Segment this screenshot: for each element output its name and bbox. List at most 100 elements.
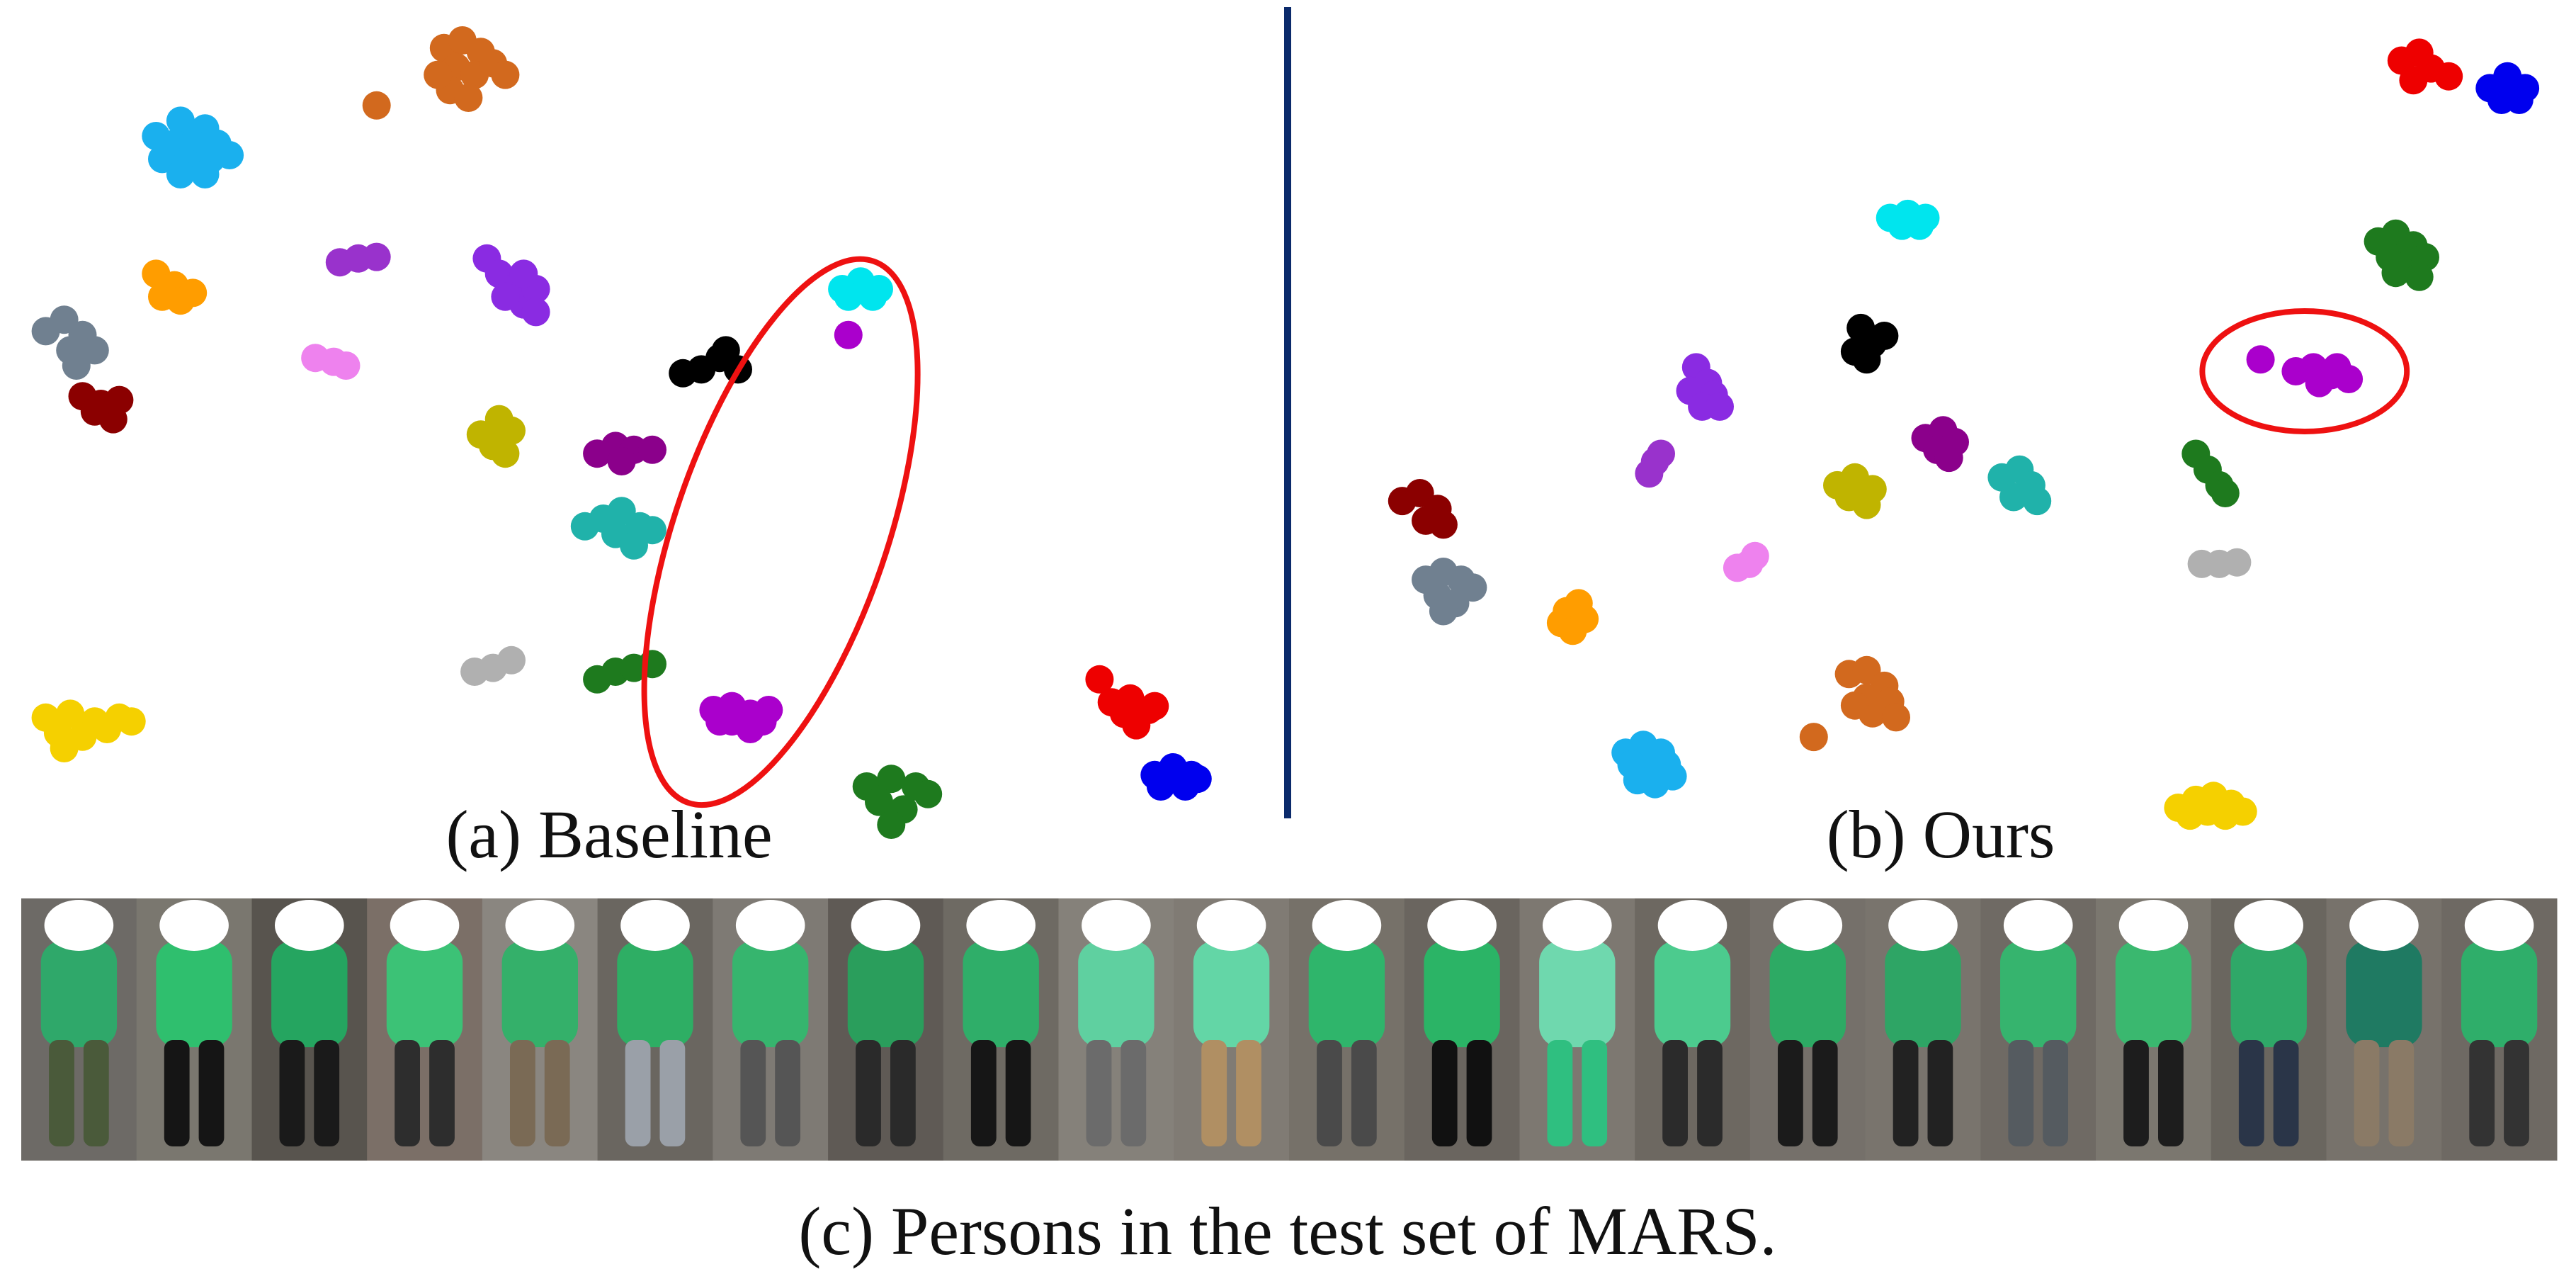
face-mask	[159, 900, 229, 951]
baseline-cluster-green	[583, 650, 666, 694]
ours-point	[2434, 62, 2463, 91]
face-mask	[1312, 900, 1382, 951]
ours-cluster-gray	[2187, 548, 2252, 578]
person-leg	[2388, 1040, 2415, 1146]
person-leg	[1927, 1040, 1953, 1146]
ours-point	[2246, 345, 2275, 374]
ours-cluster-orange2	[1546, 589, 1599, 645]
person-leg	[659, 1040, 686, 1146]
person-thumbnail	[1980, 898, 2096, 1161]
ours-point	[1852, 345, 1881, 374]
person-torso	[1654, 941, 1731, 1047]
baseline-cluster-teal	[570, 497, 666, 560]
person-torso	[386, 941, 463, 1047]
ours-point	[1658, 762, 1687, 791]
ours-point	[1570, 604, 1599, 633]
ours-cluster-slategray	[1412, 558, 1487, 626]
baseline-cluster-gold	[31, 699, 146, 762]
face-mask	[2234, 900, 2304, 951]
person-leg	[856, 1040, 881, 1146]
baseline-point	[834, 320, 863, 349]
person-thumbnail	[367, 898, 483, 1161]
ours-point	[2381, 259, 2410, 288]
ours-point	[1882, 703, 1910, 732]
baseline-point	[362, 91, 391, 120]
ours-point	[1799, 723, 1828, 752]
ours-cluster-violet	[1635, 439, 1675, 488]
baseline-point	[491, 60, 520, 89]
baseline-point	[148, 282, 176, 311]
baseline-point	[166, 106, 195, 135]
baseline-cluster-green2	[852, 765, 943, 839]
baseline-point	[1140, 692, 1169, 721]
baseline-point	[1122, 711, 1151, 740]
person-leg	[198, 1040, 225, 1146]
person-torso	[2230, 941, 2307, 1047]
person-leg	[2043, 1040, 2068, 1146]
ours-point	[1429, 510, 1458, 539]
baseline-point	[1146, 772, 1175, 801]
ours-point	[1999, 483, 2028, 512]
baseline-point	[638, 516, 666, 545]
person-thumbnail	[713, 898, 829, 1161]
person-leg	[2008, 1040, 2034, 1146]
baseline-point	[50, 734, 79, 762]
baseline-point	[80, 397, 109, 426]
ours-point	[2211, 479, 2240, 507]
ours-point	[1706, 392, 1734, 421]
baseline-point	[521, 298, 550, 327]
ours-point	[1852, 490, 1881, 519]
person-leg	[2123, 1040, 2149, 1146]
person-leg	[1812, 1040, 1838, 1146]
person-thumbnail	[136, 898, 252, 1161]
ours-point	[2223, 548, 2252, 577]
baseline-point	[62, 351, 91, 380]
person-torso	[2000, 941, 2077, 1047]
ours-point	[1458, 573, 1487, 602]
ours-cluster-darkmagenta	[1911, 416, 1969, 473]
baseline-point	[834, 282, 863, 311]
baseline-point	[607, 447, 636, 475]
person-leg	[429, 1040, 455, 1146]
person-torso	[1193, 941, 1270, 1047]
baseline-point	[711, 336, 740, 365]
face-mask	[1888, 900, 1958, 951]
person-leg	[1662, 1040, 1688, 1146]
person-leg	[314, 1040, 340, 1146]
ours-cluster-pink	[1723, 541, 1769, 582]
person-torso	[1078, 941, 1154, 1047]
face-mask	[1196, 900, 1266, 951]
ours-cluster-teal	[1987, 455, 2052, 516]
baseline-cluster-blue	[1140, 753, 1212, 801]
face-mask	[620, 900, 690, 951]
baseline-cluster-skyblue	[142, 106, 244, 188]
face-mask	[1542, 900, 1612, 951]
face-mask	[2003, 900, 2073, 951]
baseline-point	[705, 707, 734, 736]
baseline-point	[454, 84, 483, 112]
person-leg	[2354, 1040, 2380, 1146]
person-thumbnail	[1289, 898, 1405, 1161]
ours-cluster-orange	[1799, 655, 1910, 752]
baseline-point	[497, 645, 526, 675]
person-leg	[1547, 1040, 1573, 1146]
baseline-cluster-pink	[301, 344, 361, 380]
person-leg	[2238, 1040, 2264, 1146]
baseline-point	[491, 439, 520, 468]
face-mask	[2118, 900, 2189, 951]
person-thumbnail	[597, 898, 713, 1161]
person-leg	[740, 1040, 766, 1146]
ours-point	[1740, 541, 1769, 570]
baseline-cluster-violet	[325, 242, 391, 277]
baseline-point	[509, 259, 538, 288]
baseline-point	[1183, 765, 1212, 794]
person-thumbnail	[1749, 898, 1866, 1161]
person-thumbnail	[828, 898, 944, 1161]
baseline-point	[748, 707, 777, 736]
person-torso	[1539, 941, 1616, 1047]
person-leg	[1582, 1040, 1608, 1146]
ours-cluster-black	[1840, 313, 1899, 374]
ours-cluster-purple	[1676, 353, 1734, 421]
person-torso	[1424, 941, 1500, 1047]
